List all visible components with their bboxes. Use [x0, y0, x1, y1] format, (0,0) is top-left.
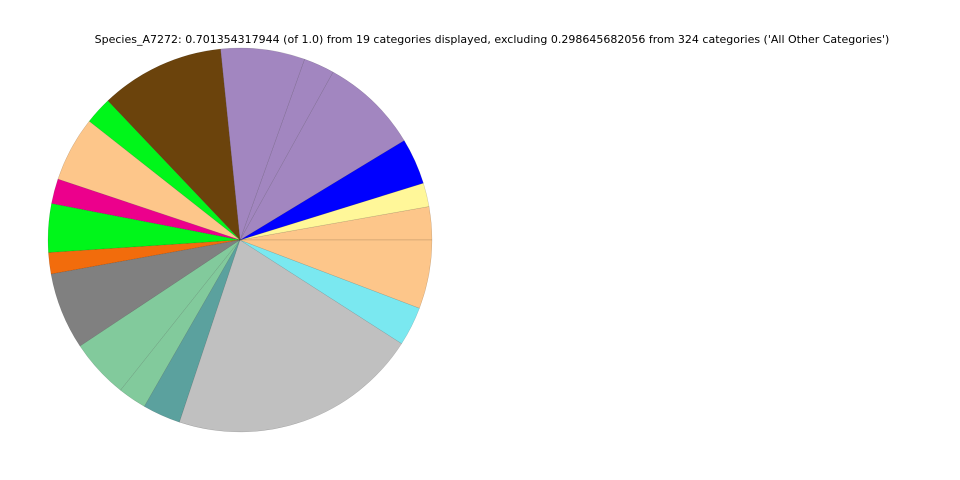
pie-slice	[239, 239, 433, 309]
pie-slice	[57, 120, 241, 241]
pie-slice	[48, 239, 241, 275]
pie-slice	[220, 47, 305, 241]
pie-slice	[239, 182, 430, 241]
pie-slice	[239, 58, 334, 241]
pie-slice	[79, 239, 241, 391]
pie-slice	[239, 239, 420, 344]
pie-slice	[239, 71, 405, 241]
pie-slice	[88, 100, 241, 241]
pie-slice	[120, 239, 241, 407]
pie-slice	[144, 239, 241, 423]
pie-slice	[107, 48, 241, 241]
pie-slice	[51, 178, 241, 241]
pie-slice	[50, 239, 241, 347]
chart-title: Species_A7272: 0.701354317944 (of 1.0) f…	[95, 33, 890, 46]
pie-slice	[239, 140, 424, 241]
pie-slice	[47, 203, 241, 253]
pie-slice	[179, 239, 402, 433]
pie-slice	[239, 206, 433, 241]
